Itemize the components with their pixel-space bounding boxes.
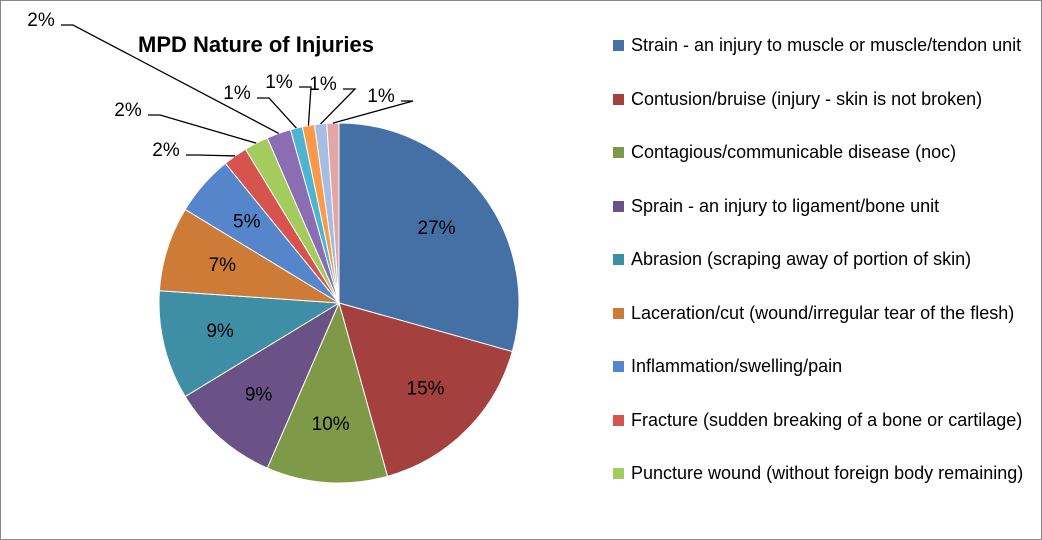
data-label: 27% <box>418 218 456 239</box>
pie-slice <box>184 301 341 469</box>
legend-item: Sprain - an injury to ligament/bone unit <box>613 195 1041 218</box>
legend-item: Laceration/cut (wound/irregular tear of … <box>613 302 1041 325</box>
legend-swatch <box>613 254 624 265</box>
leader-line <box>320 88 357 125</box>
leader-line <box>148 114 257 144</box>
legend-swatch <box>613 468 624 479</box>
legend-label: Abrasion (scraping away of portion of sk… <box>631 249 972 269</box>
legend-label: Puncture wound (without foreign body rem… <box>631 463 1024 483</box>
legend-swatch <box>613 414 624 426</box>
data-label: 2% <box>152 140 180 161</box>
pie-slice <box>266 301 389 484</box>
legend-swatch <box>613 147 624 158</box>
data-label: 1% <box>265 72 293 93</box>
data-label: 1% <box>223 83 251 104</box>
legend-label: Contagious/communicable disease (noc) <box>631 142 957 162</box>
data-label: 15% <box>407 379 445 400</box>
pie-slice <box>338 302 513 477</box>
data-label: 1% <box>367 86 395 107</box>
legend-item: Strain - an injury to muscle or muscle/t… <box>613 34 1041 57</box>
leader-line <box>332 100 414 124</box>
legend-swatch <box>613 200 624 212</box>
legend-item: Inflammation/swelling/pain <box>613 355 1041 378</box>
pie-slice <box>338 122 520 353</box>
data-label: 7% <box>209 255 237 276</box>
data-label: 5% <box>233 212 261 233</box>
legend-label: Contusion/bruise (injury - skin is not b… <box>631 88 983 109</box>
legend-label: Strain - an injury to muscle or muscle/t… <box>631 35 1022 55</box>
legend-swatch <box>613 307 624 319</box>
legend-swatch <box>613 93 624 105</box>
legend-item: Fracture (sudden breaking of a bone or c… <box>613 409 1041 432</box>
data-label: 9% <box>206 321 234 342</box>
chart-title: MPD Nature of Injuries <box>138 32 374 57</box>
data-label: 10% <box>312 414 350 435</box>
legend-swatch <box>613 40 624 51</box>
leader-line <box>61 24 280 134</box>
data-label: 2% <box>27 10 55 31</box>
legend-item: Puncture wound (without foreign body rem… <box>613 462 1041 485</box>
data-label: 2% <box>114 100 142 121</box>
leader-line <box>299 86 312 126</box>
leader-line <box>186 154 236 157</box>
legend-label: Fracture (sudden breaking of a bone or c… <box>631 409 1023 430</box>
legend-label: Sprain - an injury to ligament/bone unit <box>631 195 940 216</box>
legend-label: Inflammation/swelling/pain <box>631 356 843 376</box>
data-label: 9% <box>245 384 273 405</box>
leader-line <box>257 97 297 129</box>
legend-item: Contusion/bruise (injury - skin is not b… <box>613 88 1041 111</box>
legend-item: Abrasion (scraping away of portion of sk… <box>613 248 1041 271</box>
pie-slice <box>326 122 340 304</box>
legend-item: Contagious/communicable disease (noc) <box>613 141 1041 164</box>
legend-label: Laceration/cut (wound/irregular tear of … <box>631 302 1015 323</box>
legend-swatch <box>613 361 624 372</box>
pie-slice <box>158 290 341 398</box>
data-label: 1% <box>309 74 337 95</box>
